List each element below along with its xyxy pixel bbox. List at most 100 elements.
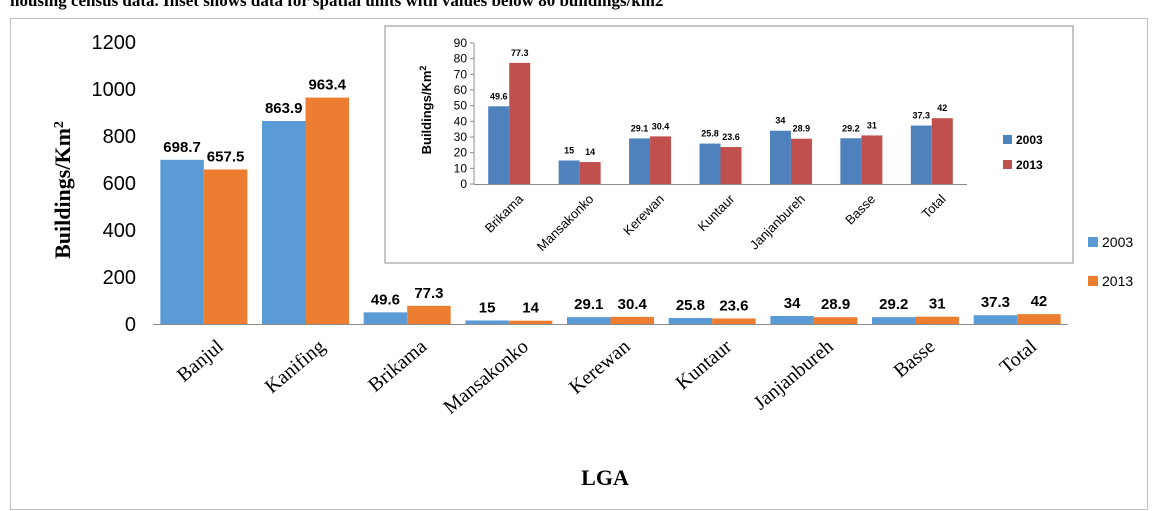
inset-y-axis-title-superscript: 2: [418, 66, 428, 71]
inset-y-tick-label: 20: [454, 146, 468, 160]
inset-y-tick-label: 90: [454, 36, 468, 50]
inset-data-label: 29.1: [631, 123, 649, 133]
y-tick-label: 1200: [92, 32, 137, 54]
bar-2013-total: [1017, 314, 1061, 324]
data-label: 30.4: [618, 296, 648, 313]
inset-data-label: 15: [564, 146, 574, 156]
figure-caption: housing census data. Inset shows data fo…: [10, 0, 664, 10]
inset-y-tick-label: 70: [454, 67, 468, 81]
legend-swatch-2013: [1088, 276, 1098, 286]
data-label: 29.1: [574, 296, 603, 313]
inset-bar-2003-kerewan: [629, 138, 651, 184]
inset-data-label: 42: [937, 103, 947, 113]
inset-bar-2003-total: [910, 125, 932, 184]
inset-legend-swatch-2013: [1003, 160, 1012, 169]
bar-2003-brikama: [363, 312, 408, 324]
x-axis-title: LGA: [581, 465, 629, 490]
inset-bar-2003-brikama: [488, 106, 510, 184]
inset-bar-2013-brikama: [509, 62, 531, 184]
bar-2013-brikama: [407, 305, 451, 324]
inset-data-label: 30.4: [652, 121, 670, 131]
data-label: 31: [929, 296, 946, 313]
bar-2003-janjanbureh: [770, 316, 814, 324]
data-label: 657.5: [207, 148, 245, 165]
data-label: 28.9: [821, 296, 850, 313]
data-label: 29.2: [879, 296, 908, 313]
legend-swatch-2003: [1088, 237, 1098, 247]
bar-2003-kuntaur: [668, 317, 713, 324]
inset-data-label: 34: [775, 116, 785, 126]
bar-2013-kerewan: [610, 316, 654, 324]
inset-y-tick-label: 80: [454, 52, 468, 66]
data-label: 15: [479, 299, 496, 316]
inset-legend-label-2013: 2013: [1016, 158, 1043, 172]
bar-2013-mansakonko: [508, 320, 553, 324]
x-tick-label: Brikama: [364, 335, 431, 396]
data-label: 23.6: [719, 297, 748, 314]
bar-2013-janjanbureh: [813, 317, 858, 324]
data-label: 863.9: [265, 100, 303, 117]
inset-bar-2003-basse: [840, 138, 862, 184]
inset-bar-2013-total: [931, 118, 953, 184]
inset-data-label: 28.9: [793, 124, 811, 134]
data-label: 77.3: [414, 285, 443, 302]
x-tick-label: Basse: [890, 335, 940, 382]
bar-2003-total: [973, 315, 1018, 324]
bar-2013-kuntaur: [712, 318, 756, 324]
inset-bar-2013-basse: [861, 135, 883, 184]
inset-data-label: 23.6: [722, 132, 740, 142]
data-label: 42: [1031, 293, 1048, 310]
y-tick-label: 600: [103, 173, 136, 195]
x-tick-label: Kanifing: [261, 335, 330, 398]
bar-2003-basse: [872, 317, 916, 324]
x-tick-label: Total: [996, 335, 1042, 378]
bar-2013-basse: [915, 316, 959, 324]
bar-2003-kerewan: [567, 317, 611, 324]
bar-2013-kanifing: [305, 97, 349, 324]
inset-y-tick-label: 30: [454, 130, 468, 144]
bar-2003-banjul: [160, 159, 204, 324]
data-label: 963.4: [308, 77, 346, 94]
inset-y-axis-title: Buildings/Km2: [418, 66, 434, 155]
inset-data-label: 37.3: [913, 111, 931, 121]
inset-data-label: 77.3: [511, 48, 529, 58]
y-tick-label: 200: [103, 267, 136, 289]
legend-label-2013: 2013: [1102, 273, 1133, 289]
y-tick-label: 800: [103, 126, 136, 148]
x-tick-label: Kerewan: [565, 335, 634, 398]
bar-2003-kanifing: [262, 120, 306, 325]
y-tick-label: 400: [103, 220, 136, 242]
data-label: 34: [784, 295, 801, 312]
x-tick-label: Mansakonko: [439, 335, 532, 418]
inset-bar-2013-janjanbureh: [790, 138, 812, 184]
data-label: 37.3: [981, 294, 1010, 311]
inset-y-tick-label: 60: [454, 83, 468, 97]
y-tick-label: 0: [125, 314, 136, 336]
data-label: 698.7: [163, 139, 201, 156]
bar-2013-banjul: [203, 169, 248, 324]
inset-data-label: 14: [585, 147, 595, 157]
data-label: 49.6: [371, 291, 400, 308]
inset-data-label: 31: [867, 120, 877, 130]
inset-bar-2013-kerewan: [650, 136, 672, 184]
x-tick-label: Banjul: [173, 335, 228, 386]
inset-y-tick-label: 50: [454, 99, 468, 113]
inset-bar-2003-mansakonko: [558, 160, 580, 184]
inset-y-tick-label: 40: [454, 114, 468, 128]
data-label: 25.8: [676, 297, 705, 314]
inset-data-label: 29.2: [842, 123, 860, 133]
legend-label-2003: 2003: [1102, 234, 1133, 250]
inset-legend-label-2003: 2003: [1016, 133, 1043, 147]
inset-legend-swatch-2003: [1003, 135, 1012, 144]
inset-bar-2003-kuntaur: [699, 143, 721, 184]
inset-y-tick-label: 0: [460, 177, 467, 191]
x-tick-label: Janjanbureh: [750, 335, 838, 414]
y-axis-title: Buildings/Km2: [50, 121, 75, 259]
inset-bar-2013-kuntaur: [720, 147, 742, 184]
inset-data-label: 25.8: [701, 129, 719, 139]
y-axis-title-superscript: 2: [52, 121, 67, 128]
inset-bar-2013-mansakonko: [579, 162, 601, 184]
bar-2003-mansakonko: [465, 320, 509, 324]
chart-frame: [10, 18, 1148, 510]
